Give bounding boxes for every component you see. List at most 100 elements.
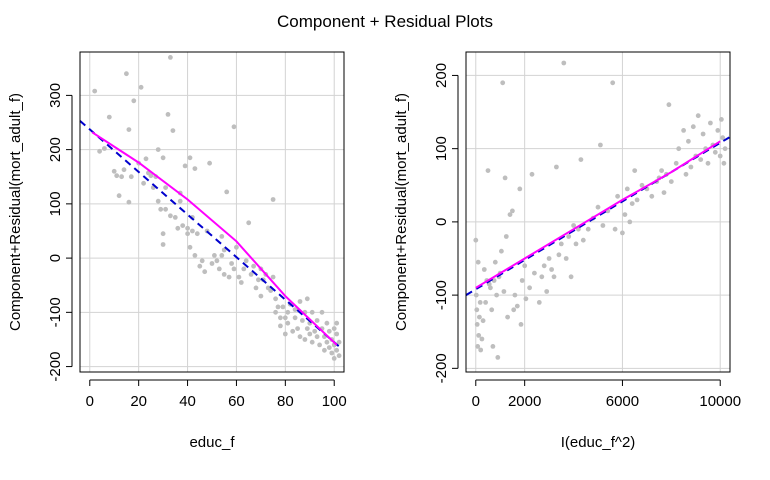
data-point xyxy=(292,315,298,321)
x-tick-label: 40 xyxy=(179,393,196,410)
y-tick-label: 300 xyxy=(47,83,64,108)
data-point xyxy=(329,350,335,356)
data-point xyxy=(331,356,337,361)
data-point xyxy=(549,267,554,272)
data-point xyxy=(106,114,112,120)
data-point xyxy=(495,355,501,360)
data-point xyxy=(612,226,618,232)
x-tick-label: 60 xyxy=(228,393,245,410)
data-point xyxy=(595,204,601,210)
data-point xyxy=(268,288,274,293)
data-point xyxy=(600,223,606,228)
data-point xyxy=(488,285,493,291)
data-point xyxy=(295,326,300,331)
data-point xyxy=(278,315,283,321)
data-point xyxy=(558,241,564,247)
data-point xyxy=(97,148,102,154)
data-point xyxy=(620,230,625,236)
data-point xyxy=(532,270,537,276)
data-point xyxy=(615,193,620,199)
data-point xyxy=(556,252,562,258)
data-point xyxy=(681,127,686,133)
data-point xyxy=(319,309,325,315)
data-point xyxy=(519,278,525,283)
data-point xyxy=(661,190,667,196)
y-tick-label: -200 xyxy=(433,353,450,383)
data-point xyxy=(511,307,517,313)
data-point xyxy=(705,160,711,166)
data-point xyxy=(253,285,259,291)
data-point xyxy=(177,198,183,204)
data-point xyxy=(536,300,542,305)
x-tick-label: 80 xyxy=(277,393,294,410)
data-point xyxy=(243,258,249,264)
data-point xyxy=(632,168,638,174)
data-point xyxy=(309,339,315,345)
data-point xyxy=(522,263,528,269)
data-point xyxy=(131,98,137,104)
data-point xyxy=(168,213,173,219)
data-point xyxy=(138,84,144,90)
data-point xyxy=(314,334,320,340)
data-point xyxy=(629,201,635,207)
data-point xyxy=(307,331,313,337)
data-point xyxy=(275,304,281,310)
data-point xyxy=(216,266,222,272)
data-point xyxy=(124,71,129,77)
data-point xyxy=(158,206,164,212)
smooth-fit-line xyxy=(475,140,721,289)
y-tick-label: -100 xyxy=(433,280,450,310)
data-point xyxy=(573,241,579,247)
data-point xyxy=(527,285,532,291)
x-tick-label: 0 xyxy=(472,393,480,410)
data-point xyxy=(688,164,694,170)
data-point xyxy=(700,131,706,137)
x-axis-title: educ_f xyxy=(189,434,235,451)
data-point xyxy=(563,256,569,261)
data-point xyxy=(500,80,506,86)
data-point xyxy=(219,234,225,239)
left-panel: 0 20 40 60 80 100 -200 -100 0 100 200 300 educ_f Comp… xyxy=(7,51,347,451)
x-tick-label: 10000 xyxy=(699,393,741,410)
data-point xyxy=(192,166,198,172)
data-point xyxy=(489,307,495,313)
data-point xyxy=(126,127,132,132)
data-point xyxy=(712,149,718,155)
data-point xyxy=(622,212,628,218)
data-point xyxy=(683,171,689,177)
data-point xyxy=(202,269,208,275)
y-tick-label: 0 xyxy=(433,218,450,226)
data-point xyxy=(300,318,305,323)
data-point xyxy=(292,307,298,312)
data-point xyxy=(278,323,283,329)
data-point xyxy=(285,320,291,326)
data-point xyxy=(219,253,225,258)
data-point xyxy=(324,320,330,326)
data-point xyxy=(192,253,198,258)
x-tick-label: 2000 xyxy=(508,393,541,410)
data-point xyxy=(721,160,727,166)
data-point xyxy=(160,231,166,237)
data-point xyxy=(322,347,327,353)
data-point xyxy=(148,173,154,179)
data-point xyxy=(510,208,515,214)
data-point xyxy=(585,226,591,232)
data-point xyxy=(160,155,166,161)
data-point xyxy=(659,168,664,174)
data-point xyxy=(280,304,286,310)
data-point xyxy=(312,328,318,334)
data-point xyxy=(561,60,567,66)
data-point xyxy=(214,258,220,264)
y-tick-label: -200 xyxy=(47,352,64,382)
y-tick-label: 100 xyxy=(433,136,450,161)
data-point xyxy=(246,220,252,226)
data-point xyxy=(473,237,479,243)
data-point xyxy=(479,336,485,342)
data-point xyxy=(304,296,310,302)
x-tick-label: 0 xyxy=(86,393,94,410)
data-point xyxy=(551,274,557,280)
data-point xyxy=(165,112,171,117)
data-point xyxy=(502,175,508,181)
figure-title: Component + Residual Plots xyxy=(277,12,493,31)
